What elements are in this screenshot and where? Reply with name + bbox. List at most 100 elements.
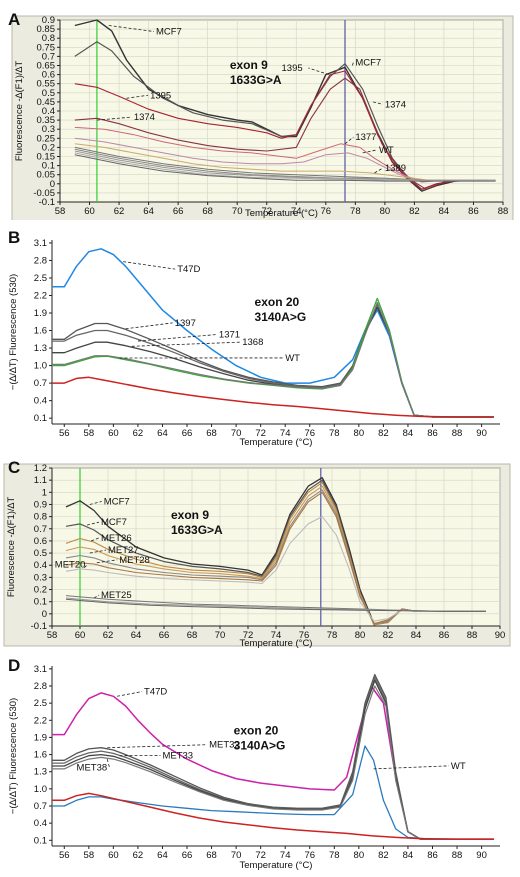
x-tick-label: 56 [59, 850, 70, 861]
x-axis-label: Temperature (°C) [240, 638, 313, 649]
x-tick-label: 84 [403, 850, 414, 861]
curve-label: 1374 [385, 99, 406, 110]
x-tick-label: 84 [411, 630, 422, 641]
y-tick-label: 0.9 [34, 499, 47, 510]
x-tick-label: 88 [467, 630, 478, 641]
x-tick-label: 66 [159, 630, 170, 641]
x-tick-label: 70 [215, 630, 226, 641]
curve-label: 1389 [385, 163, 406, 174]
x-tick-label: 78 [350, 206, 361, 217]
x-tick-label: 82 [378, 428, 389, 439]
curve-label: MET20 [55, 560, 86, 571]
mutation-label: 1633G>A [171, 523, 223, 537]
x-tick-label: 60 [108, 428, 119, 439]
x-tick-label: 82 [378, 850, 389, 861]
curve-label: 1377 [355, 132, 376, 143]
curve-label: WT [285, 353, 300, 364]
x-tick-label: 86 [439, 630, 450, 641]
x-tick-label: 62 [133, 428, 144, 439]
y-tick-label: 1.3 [34, 767, 47, 778]
y-tick-label: 0.2 [34, 585, 47, 596]
y-tick-label: 0.7 [34, 801, 47, 812]
y-tick-label: 3.1 [34, 664, 47, 675]
y-tick-label: 1.2 [34, 463, 47, 474]
x-tick-label: 84 [439, 206, 450, 217]
y-tick-label: 1.9 [34, 732, 47, 743]
x-tick-label: 60 [75, 630, 86, 641]
curve-label: 1368 [242, 337, 263, 348]
y-tick-label: 0.1 [34, 597, 47, 608]
exon-title: exon 9 [230, 58, 268, 72]
y-tick-label: 1.0 [34, 361, 47, 372]
y-axis-label: Fluorescence -∆(F1)/∆T [14, 61, 25, 162]
x-tick-label: 70 [232, 206, 243, 217]
x-tick-label: 68 [202, 206, 213, 217]
x-tick-label: 90 [495, 630, 506, 641]
curve-label: 1395 [282, 63, 303, 74]
x-tick-label: 60 [84, 206, 95, 217]
curve-label: MCF7 [104, 496, 130, 507]
curve-label: MET33 [162, 751, 193, 762]
x-tick-label: 68 [206, 850, 217, 861]
x-tick-label: 78 [329, 428, 340, 439]
y-tick-label: 1.3 [34, 343, 47, 354]
x-tick-label: 62 [114, 206, 125, 217]
x-tick-label: 82 [409, 206, 420, 217]
x-tick-label: 68 [206, 428, 217, 439]
y-axis-label: −(∆/∆T) Fluorescence (530) [8, 274, 19, 390]
mutation-label: 3140A>G [234, 739, 286, 753]
y-tick-label: 2.8 [34, 255, 47, 266]
curve-label: MET28 [119, 555, 150, 566]
x-tick-label: 58 [84, 850, 95, 861]
x-tick-label: 78 [327, 630, 338, 641]
curve-label: WT [451, 761, 466, 772]
curve-label: 1374 [134, 112, 155, 123]
curve-label: T47D [177, 264, 200, 275]
panel-c-letter: C [8, 458, 20, 478]
y-tick-label: 0.8 [34, 512, 47, 523]
x-tick-label: 64 [131, 630, 142, 641]
x-tick-label: 86 [468, 206, 479, 217]
x-tick-label: 64 [157, 428, 168, 439]
y-axis-label: Fluorescence -∆(F1)/∆T [6, 497, 17, 598]
x-tick-label: 90 [476, 850, 487, 861]
y-tick-label: 2.5 [34, 698, 47, 709]
exon-title: exon 20 [234, 724, 279, 738]
y-tick-label: 2.8 [34, 681, 47, 692]
x-tick-label: 84 [403, 428, 414, 439]
y-tick-label: 0.4 [34, 818, 47, 829]
y-tick-label: 0 [42, 609, 47, 620]
curve-label: MET26 [101, 533, 132, 544]
x-tick-label: 62 [103, 630, 114, 641]
y-tick-label: 0.5 [34, 548, 47, 559]
x-tick-label: 78 [329, 850, 340, 861]
y-tick-label: 2.2 [34, 715, 47, 726]
x-tick-label: 86 [427, 428, 438, 439]
panel-a-letter: A [8, 10, 20, 30]
exon-title: exon 9 [171, 508, 209, 522]
curve-label: 1395 [150, 90, 171, 101]
y-tick-label: 1.9 [34, 308, 47, 319]
curve-label: 1397 [175, 318, 196, 329]
x-axis-label: Temperature (°C) [240, 860, 313, 871]
curve-label: T47D [144, 687, 167, 698]
x-tick-label: 62 [133, 850, 144, 861]
x-tick-label: 80 [355, 630, 366, 641]
y-tick-label: 0.7 [34, 378, 47, 389]
x-tick-label: 58 [47, 630, 58, 641]
x-tick-label: 66 [182, 850, 193, 861]
y-tick-label: 1.1 [34, 475, 47, 486]
x-tick-label: 88 [498, 206, 509, 217]
curve-label: WT [379, 145, 394, 156]
x-tick-label: 80 [354, 428, 365, 439]
x-tick-label: 64 [143, 206, 154, 217]
x-tick-label: 58 [55, 206, 66, 217]
y-tick-label: 0.6 [34, 536, 47, 547]
mutation-label: 3140A>G [255, 310, 307, 324]
